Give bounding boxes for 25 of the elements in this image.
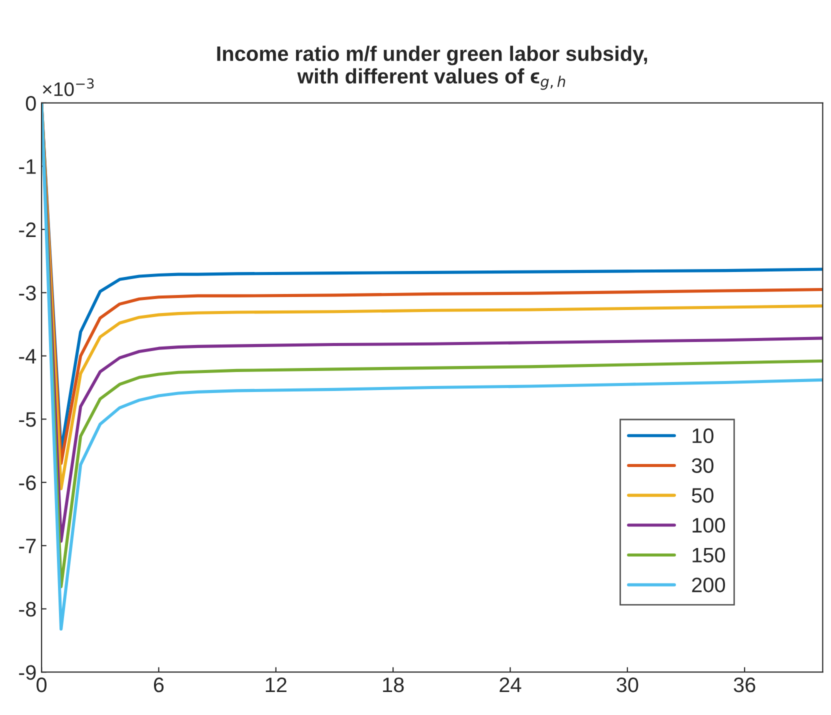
legend-label: 200 <box>692 578 726 592</box>
y-tick-label: -1 <box>19 159 36 174</box>
x-tick-label: 6 <box>154 678 164 692</box>
y-tick-label: 0 <box>26 96 36 111</box>
legend-label: 10 <box>692 428 714 444</box>
legend-label: 100 <box>692 518 726 533</box>
x-tick-label: 24 <box>500 678 522 692</box>
legend-label: 50 <box>692 488 714 503</box>
x-tick-label: 36 <box>734 678 756 692</box>
legend-label: 150 <box>692 548 726 562</box>
y-tick-label: -3 <box>19 286 36 300</box>
y-tick-label: -9 <box>19 665 36 680</box>
legend-label: 30 <box>692 458 714 473</box>
x-tick-label: 0 <box>36 678 47 692</box>
y-tick-label: -4 <box>19 349 36 364</box>
x-tick-label: 12 <box>266 678 286 692</box>
y-tick-label: -7 <box>19 538 36 554</box>
text: ×10$^{−3}$ <box>42 78 94 96</box>
y-tick-label: -6 <box>19 475 36 490</box>
y-tick-label: -2 <box>19 222 36 237</box>
x-tick-label: 30 <box>616 678 638 692</box>
chart-title: Income ratio m/f under green labor subsidy, with different values of ϵ$_{g,h}$ <box>217 46 648 90</box>
y-tick-label: -5 <box>19 412 36 427</box>
y-tick-label: -8 <box>19 602 36 617</box>
x-tick-label: 18 <box>383 678 404 692</box>
